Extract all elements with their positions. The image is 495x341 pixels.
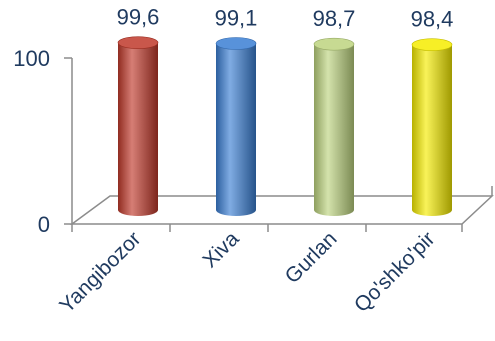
category-labels: Yangibozor Xiva Gurlan Qo'shko'pir	[55, 227, 439, 318]
bar-top	[215, 37, 257, 50]
bar-qo-shko-pir	[411, 38, 453, 216]
data-label: 99,1	[215, 6, 258, 31]
data-labels: 99,6 99,1 98,7 98,4	[117, 5, 454, 32]
bar-body	[118, 42, 158, 217]
category-label: Gurlan	[281, 227, 342, 288]
data-label: 98,7	[313, 6, 356, 31]
bar-xiva	[215, 37, 257, 217]
bar-top	[117, 36, 159, 49]
data-label: 99,6	[117, 5, 160, 30]
bar-body	[216, 43, 256, 217]
bar-gurlan	[313, 37, 355, 217]
y-tick-label-max: 100	[13, 46, 50, 71]
category-label: Yangibozor	[55, 227, 145, 317]
data-label: 98,4	[411, 7, 454, 32]
bar-yangibozor	[117, 36, 159, 217]
bar-top	[411, 38, 453, 51]
y-tick-label-min: 0	[38, 212, 50, 237]
bar-series	[117, 36, 453, 217]
category-label: Xiva	[198, 227, 243, 272]
bar-top	[313, 37, 355, 51]
category-label: Qo'shko'pir	[350, 227, 440, 317]
bar-body	[412, 44, 452, 216]
bar-body	[314, 44, 354, 217]
